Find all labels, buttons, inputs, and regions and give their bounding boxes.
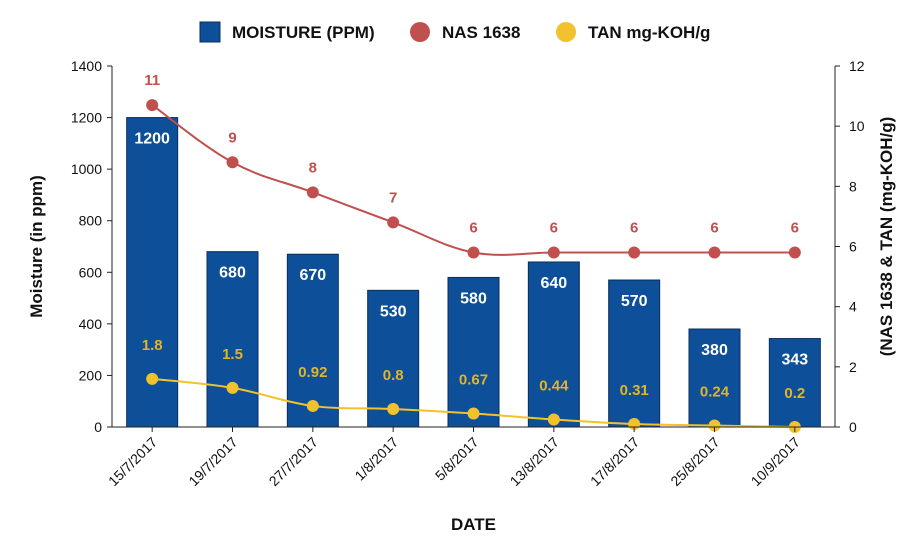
nas-point [306,186,319,199]
moisture-bar [688,328,741,428]
tan-data-label: 1.8 [142,337,163,354]
tan-point [547,413,560,426]
y2-tick-label: 8 [849,178,857,194]
nas-point [788,246,801,259]
tan-data-label: 0.31 [620,382,649,399]
y2-axis-title: (NAS 1638 & TAN (mg-KOH/g) [877,117,896,357]
nas-point [387,216,400,229]
x-tick-label: 1/8/2017 [351,434,401,484]
y2-tick-label: 2 [849,359,857,375]
nas-point [628,246,641,259]
y-tick-label: 1000 [71,161,102,177]
moisture-bar-label: 580 [460,290,487,307]
moisture-bar [768,338,821,428]
nas-point [146,99,159,112]
moisture-bar-label: 680 [219,265,246,282]
nas-point [708,246,721,259]
y-tick-label: 0 [94,419,102,435]
y2-tick-label: 12 [849,58,865,74]
y-axis-left: 0 200 400 600 800 1000 1200 1400 [71,58,113,435]
y2-tick-label: 10 [849,118,865,134]
x-tick-label: 15/7/2017 [105,434,161,490]
nas-point [547,246,560,259]
x-axis-title: DATE [451,515,496,534]
legend-marker-nas [410,22,430,42]
x-tick-label: 10/9/2017 [748,434,804,490]
moisture-bar [447,276,500,428]
x-tick-label: 25/8/2017 [667,434,723,490]
nas-data-label: 6 [630,220,638,237]
y-axis-title: Moisture (in ppm) [27,175,46,318]
moisture-bar [608,279,661,428]
y-tick-label: 400 [79,316,103,332]
legend-label: NAS 1638 [442,23,520,42]
legend-marker-tan [556,22,576,42]
moisture-bar-label: 570 [621,293,648,310]
moisture-bar-label: 1200 [134,131,170,148]
nas-data-label: 8 [309,159,317,176]
y-tick-label: 1200 [71,110,102,126]
tan-point [467,407,480,420]
nas-data-label: 6 [469,220,477,237]
x-tick-label: 17/8/2017 [587,434,643,490]
y-tick-label: 200 [79,367,103,383]
tan-data-label: 0.8 [383,367,404,384]
tan-point [226,381,239,394]
tan-point [146,372,159,385]
x-tick-label: 19/7/2017 [185,434,241,490]
tan-point [708,419,721,432]
nas-data-label: 9 [228,129,236,146]
moisture-bar-label: 343 [781,352,808,369]
nas-data-label: 6 [791,220,799,237]
nas-data-label: 11 [144,72,160,89]
nas-point [226,156,239,169]
tan-data-label: 1.5 [222,346,243,363]
moisture-bar-label: 640 [540,275,567,292]
moisture-bar [286,253,339,428]
nas-point [467,246,480,259]
y2-tick-label: 4 [849,299,857,315]
legend-label: TAN mg-KOH/g [588,23,710,42]
x-tick-label: 5/8/2017 [432,434,482,484]
tan-point [387,402,400,415]
tan-data-label: 0.24 [700,383,730,400]
y-tick-label: 1400 [71,58,102,74]
legend: MOISTURE (PPM) NAS 1638 TAN mg-KOH/g [199,21,710,43]
x-tick-label: 27/7/2017 [266,434,322,490]
tan-data-label: 0.44 [539,377,569,394]
moisture-bars: 1200 680 670 530 580 640 570 380 343 [126,117,821,428]
legend-marker-moisture [199,21,221,43]
y2-tick-label: 6 [849,239,857,255]
moisture-bar [206,251,259,428]
moisture-bar-label: 530 [380,303,407,320]
y2-tick-label: 0 [849,419,857,435]
nas-data-label: 6 [710,220,718,237]
y-axis-right: 0 2 4 6 8 10 12 [834,58,865,435]
tan-data-label: 0.92 [298,364,327,381]
tan-data-label: 0.2 [784,385,805,402]
tan-point [306,399,319,412]
y-tick-label: 800 [79,213,103,229]
y-tick-label: 600 [79,264,103,280]
moisture-bar-label: 670 [299,267,326,284]
nas-data-label: 6 [550,220,558,237]
nas-data-label: 7 [389,189,397,206]
tan-data-label: 0.67 [459,371,488,388]
x-axis: 15/7/2017 19/7/2017 27/7/2017 1/8/2017 5/8/2… [105,426,835,490]
legend-label: MOISTURE (PPM) [232,23,375,42]
moisture-bar [527,261,580,428]
x-tick-label: 13/8/2017 [507,434,563,490]
moisture-bar-label: 380 [701,342,728,359]
